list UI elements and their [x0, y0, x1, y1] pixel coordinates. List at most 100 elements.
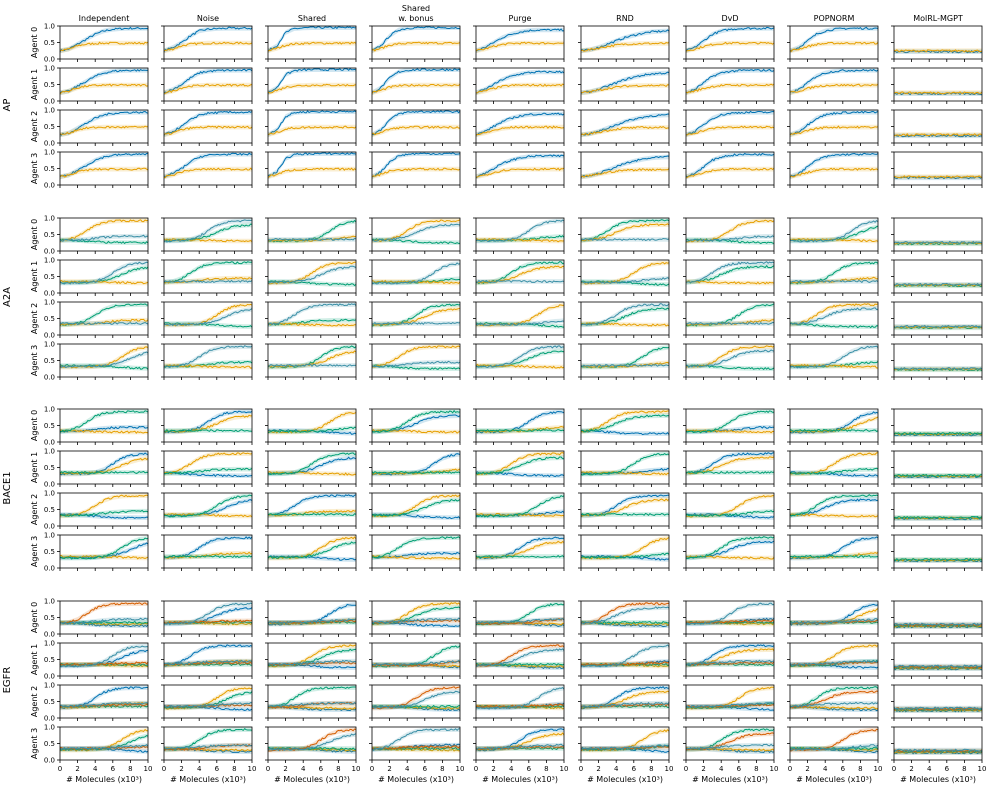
series-line [59, 425, 149, 433]
series-line [580, 223, 670, 242]
subplot [265, 217, 357, 254]
x-tick-label: 0 [892, 765, 896, 773]
series-line [789, 303, 879, 325]
series-band [686, 110, 774, 138]
series-line [163, 659, 253, 666]
series-band [372, 601, 460, 627]
series-band [686, 685, 774, 711]
y-tick-label: 0.5 [44, 464, 55, 472]
subplot [787, 343, 879, 380]
series-line [685, 701, 775, 708]
series-line [163, 68, 253, 94]
subplot [161, 642, 253, 679]
subplot [473, 259, 565, 296]
y-tick-label: 1.0 [44, 341, 55, 349]
series-line [789, 746, 879, 752]
series-line [475, 456, 565, 475]
series-line [893, 622, 982, 626]
subplot [683, 301, 775, 338]
series-band [60, 82, 148, 96]
series-line [580, 363, 670, 367]
series-line [789, 744, 879, 751]
series-line [267, 303, 357, 326]
y-tick-label: 0.0 [44, 439, 55, 447]
subplot [369, 492, 461, 529]
agent-label: Agent 2 [30, 494, 39, 525]
series-line [59, 261, 149, 285]
subplot [683, 151, 775, 188]
series-line [267, 471, 357, 476]
subplot [787, 600, 879, 637]
series-line [893, 707, 982, 711]
series-line [685, 321, 775, 326]
series-band [164, 535, 252, 561]
series-line [580, 662, 670, 667]
x-tick-label: 8 [336, 765, 340, 773]
x-tick-label: 4 [197, 765, 202, 773]
subplot [369, 301, 461, 338]
agent-label: Agent 1 [30, 452, 39, 483]
subplot: 0.0 0.5 1.0 [44, 149, 149, 190]
subplot [787, 642, 879, 679]
series-band [790, 321, 878, 329]
series-band [60, 685, 148, 711]
series-line [371, 307, 461, 326]
x-tick-label: 4 [301, 765, 306, 773]
agent-label: Agent 3 [30, 536, 39, 567]
subplot [683, 217, 775, 254]
series-line [475, 618, 565, 624]
x-tick-label: 4 [823, 765, 828, 773]
series-line [475, 686, 565, 710]
y-tick-label: 0.0 [44, 673, 55, 681]
subplot [578, 684, 670, 721]
series-line [163, 41, 253, 52]
subplot [473, 343, 565, 380]
series-line [475, 425, 565, 433]
x-tick-label: 8 [440, 765, 444, 773]
subplot [473, 642, 565, 679]
subplot [161, 67, 253, 104]
series-line [163, 619, 253, 624]
series-band [268, 110, 356, 138]
subplot [161, 259, 253, 296]
subplot [369, 408, 461, 445]
x-tick-label: 6 [319, 765, 324, 773]
subplot [787, 408, 879, 445]
series-line [789, 498, 879, 517]
x-tick-label: 6 [111, 765, 116, 773]
y-tick-label: 0.0 [44, 523, 55, 531]
x-tick-label: 8 [858, 765, 862, 773]
series-line [789, 125, 879, 136]
subplot [161, 301, 253, 338]
series-line [685, 728, 775, 751]
series-band [581, 643, 669, 669]
subplot [265, 492, 357, 529]
series-band [476, 348, 564, 369]
subplot [265, 151, 357, 188]
series-band [686, 455, 774, 476]
series-line [267, 426, 357, 433]
series-line [685, 555, 775, 560]
y-tick-label: 0.0 [44, 182, 55, 190]
series-line [267, 733, 357, 752]
y-tick-label: 0.0 [44, 565, 55, 573]
subplot: 0 2 4 6 8 10# Molecules (x10³) [891, 726, 986, 784]
series-band [476, 40, 564, 54]
series-line [789, 467, 879, 475]
series-line [371, 41, 461, 52]
series-line [267, 237, 357, 241]
series-line [59, 457, 149, 475]
series-line [789, 494, 879, 517]
x-tick-label: 2 [283, 765, 287, 773]
x-axis-label: # Molecules (x10³) [482, 775, 558, 784]
series-band [164, 409, 252, 435]
series-line [789, 83, 879, 93]
series-band [686, 727, 774, 753]
series-line [475, 83, 565, 94]
row-group-label: AP [2, 99, 13, 112]
subplot-frame [893, 67, 983, 102]
series-line [685, 41, 775, 52]
series-line [580, 744, 670, 750]
agent-label: Agent 2 [30, 686, 39, 717]
